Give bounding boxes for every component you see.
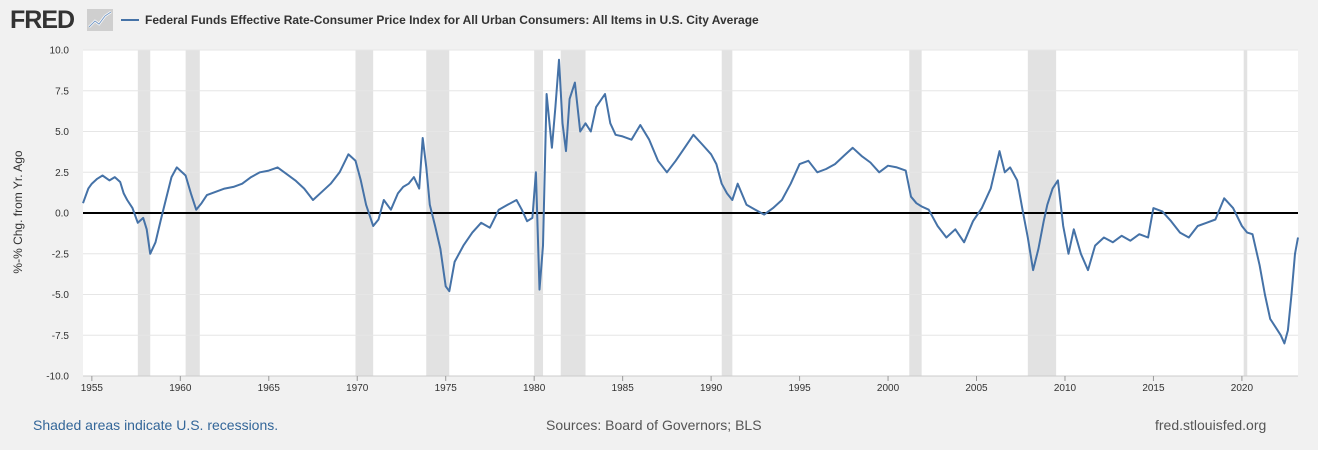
x-tick-label: 1995 — [788, 383, 811, 394]
x-tick-label: 1970 — [346, 383, 369, 394]
x-tick-label: 1980 — [523, 383, 546, 394]
x-tick-label: 1985 — [612, 383, 635, 394]
y-tick-label: -10.0 — [46, 372, 69, 383]
fred-logo[interactable]: FRED — [10, 6, 75, 34]
y-tick-label: 0.0 — [55, 209, 69, 220]
x-tick-label: 2000 — [877, 383, 900, 394]
recession-note: Shaded areas indicate U.S. recessions. — [33, 417, 279, 433]
x-tick-label: 1975 — [435, 383, 458, 394]
x-tick-label: 2010 — [1054, 383, 1077, 394]
line-chart[interactable]: 10.0 7.5 5.0 2.5 0.0 -2.5 -5.0 -7.5 -10.0 1955 19… — [0, 40, 1318, 410]
x-tick-label: 1990 — [700, 383, 723, 394]
y-tick-label: 10.0 — [50, 46, 70, 57]
legend-label: Federal Funds Effective Rate-Consumer Pr… — [145, 13, 759, 27]
y-tick-label: -7.5 — [52, 331, 70, 342]
sources-text: Sources: Board of Governors; BLS — [546, 417, 762, 433]
chart-header: FRED Federal Funds Effective Rate-Consum… — [0, 0, 1318, 40]
x-tick-label: 2015 — [1142, 383, 1165, 394]
y-tick-label: 2.5 — [55, 168, 69, 179]
site-link[interactable]: fred.stlouisfed.org — [1155, 417, 1267, 433]
y-tick-label: 7.5 — [55, 86, 69, 97]
fred-graph-icon — [87, 9, 113, 31]
x-tick-label: 1960 — [169, 383, 192, 394]
y-tick-label: -2.5 — [52, 249, 70, 260]
x-tick-label: 1955 — [81, 383, 104, 394]
y-tick-label: -5.0 — [52, 290, 70, 301]
y-axis-title: %-% Chg. from Yr. Ago — [11, 150, 25, 273]
x-tick-label: 1965 — [258, 383, 281, 394]
legend: Federal Funds Effective Rate-Consumer Pr… — [121, 11, 759, 29]
x-tick-label: 2020 — [1231, 383, 1254, 394]
x-tick-label: 2005 — [965, 383, 988, 394]
legend-swatch — [121, 19, 139, 21]
y-tick-label: 5.0 — [55, 127, 69, 138]
chart-footer: Shaded areas indicate U.S. recessions. S… — [0, 414, 1318, 438]
